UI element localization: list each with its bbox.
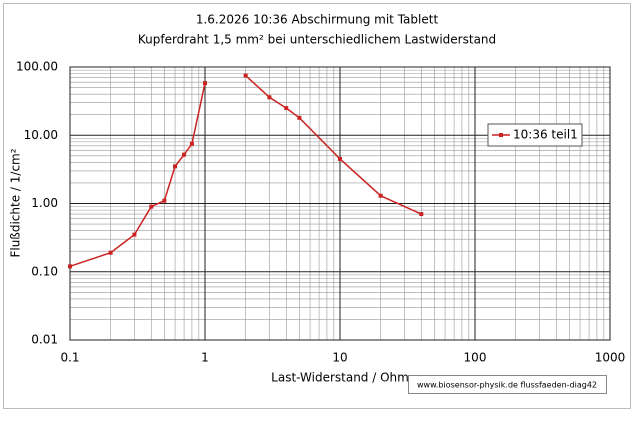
data-point	[267, 95, 272, 100]
chart-subtitle: Kupferdraht 1,5 mm² bei unterschiedliche…	[138, 33, 496, 47]
legend-label: 10:36 teil1	[513, 128, 578, 142]
data-point	[182, 152, 187, 157]
y-axis-label: Flußdichte / 1/cm²	[9, 148, 23, 257]
plot-border	[69, 66, 611, 341]
data-point	[419, 212, 424, 217]
data-point	[149, 204, 154, 209]
data-point	[132, 232, 137, 237]
data-point	[243, 73, 248, 78]
data-point	[378, 193, 383, 198]
data-point	[203, 81, 207, 86]
x-tick-label: 0.1	[60, 351, 79, 365]
y-tick-label: 1.00	[31, 196, 58, 210]
y-tick-label: 10.00	[24, 128, 58, 142]
data-point	[162, 198, 167, 203]
legend-box	[487, 123, 583, 147]
annotation-box	[408, 375, 607, 394]
legend-marker	[499, 133, 503, 137]
y-tick-label: 0.10	[31, 264, 58, 278]
x-tick-label: 1000	[595, 351, 626, 365]
chart-title: 1.6.2026 10:36 Abschirmung mit Tablett	[196, 13, 439, 27]
y-tick-label: 0.01	[31, 333, 58, 347]
x-tick-label: 10	[332, 351, 347, 365]
data-point	[284, 106, 289, 111]
annotation: www.biosensor-physik.de flussfaeden-diag…	[417, 381, 597, 390]
data-point	[108, 250, 113, 255]
x-tick-label: 100	[464, 351, 487, 365]
x-axis-label: Last-Widerstand / Ohm	[271, 371, 409, 385]
x-tick-label: 1	[201, 351, 209, 365]
data-point	[297, 115, 302, 120]
y-tick-label: 100.00	[16, 60, 58, 74]
data-point	[68, 264, 72, 269]
data-point	[338, 156, 342, 161]
data-point	[189, 141, 194, 146]
data-point	[173, 164, 178, 169]
